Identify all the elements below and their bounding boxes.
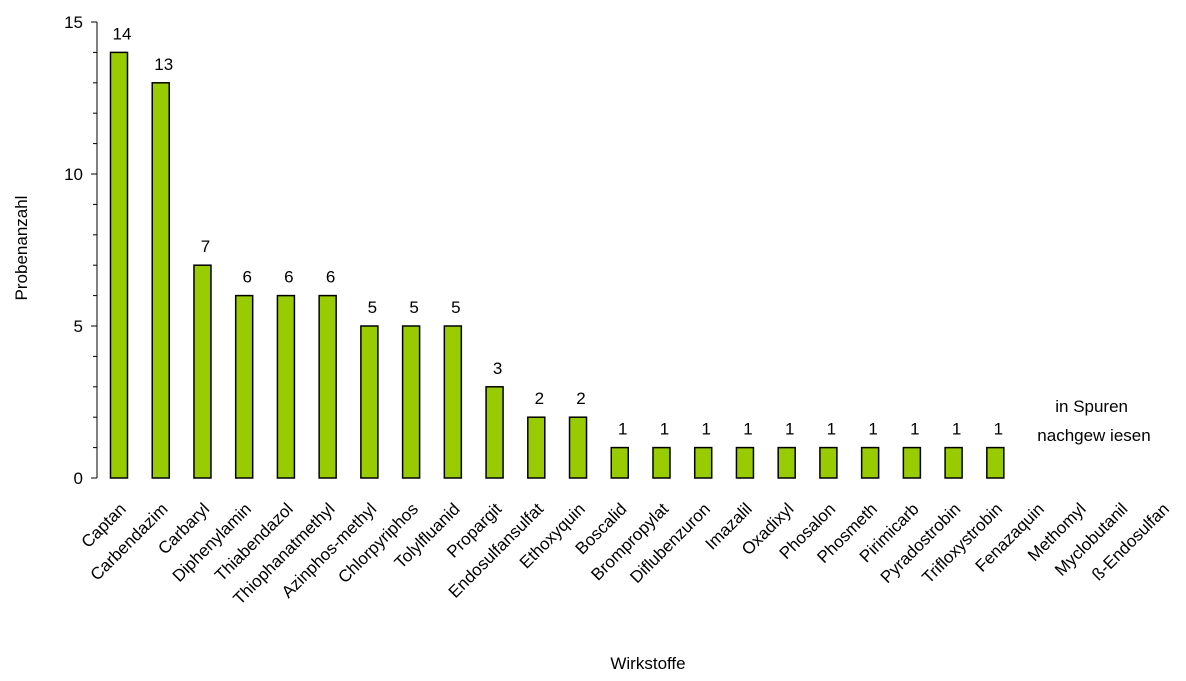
category-labels: CaptanCarbendazimCarbarylDiphenylaminThi…	[78, 499, 1173, 608]
bar	[652, 446, 671, 479]
data-label: 1	[910, 420, 919, 439]
trace-note-line-1: in Spuren	[1055, 397, 1128, 416]
y-tick-label: 0	[74, 469, 83, 488]
data-label: 1	[994, 420, 1003, 439]
bar	[527, 416, 546, 479]
bar	[944, 446, 963, 479]
y-axis-ticks: 0 5 10 15	[64, 13, 97, 488]
data-label: 1	[743, 420, 752, 439]
data-label: 2	[576, 389, 585, 408]
data-label: 6	[326, 268, 335, 287]
bar	[693, 446, 713, 479]
data-label: 1	[827, 420, 836, 439]
data-label: 7	[201, 237, 210, 256]
data-label: 1	[660, 420, 669, 439]
y-tick-label: 5	[74, 317, 83, 336]
bar	[109, 51, 129, 479]
bar	[485, 386, 504, 479]
data-label: 13	[154, 55, 173, 74]
bar	[318, 294, 337, 479]
bar	[234, 294, 254, 479]
data-label: 6	[284, 268, 293, 287]
bar	[610, 446, 630, 479]
data-labels: 14 13 7 6 6 6 5 5 5 3 2 2 1 1 1 1 1 1 1 1 1 1	[113, 24, 1004, 438]
bar	[401, 325, 421, 479]
bar	[276, 294, 296, 479]
data-label: 14	[113, 24, 132, 43]
x-axis-title: Wirkstoffe	[610, 654, 685, 673]
y-tick-label: 10	[64, 165, 83, 184]
data-label: 1	[952, 420, 961, 439]
data-label: 2	[535, 389, 544, 408]
bars	[109, 51, 1005, 479]
bar	[193, 264, 212, 479]
bar	[568, 416, 588, 479]
bar	[151, 82, 170, 479]
trace-note-line-2: nachgew iesen	[1037, 426, 1150, 445]
data-label: 1	[868, 420, 877, 439]
data-label: 5	[451, 298, 460, 317]
data-label: 5	[409, 298, 418, 317]
bar	[902, 446, 922, 479]
data-label: 5	[368, 298, 377, 317]
bar	[986, 446, 1005, 479]
bar	[860, 446, 880, 479]
bar	[360, 325, 379, 479]
bar	[735, 446, 755, 479]
y-tick-label: 15	[64, 13, 83, 32]
bar	[819, 446, 838, 479]
bar	[777, 446, 796, 479]
data-label: 1	[785, 420, 794, 439]
bar	[443, 325, 463, 479]
data-label: 1	[701, 420, 710, 439]
trace-note: in Spuren nachgew iesen	[1037, 397, 1150, 445]
y-axis-title: Probenanzahl	[12, 196, 31, 301]
data-label: 1	[618, 420, 627, 439]
data-label: 3	[493, 359, 502, 378]
data-label: 6	[242, 268, 251, 287]
